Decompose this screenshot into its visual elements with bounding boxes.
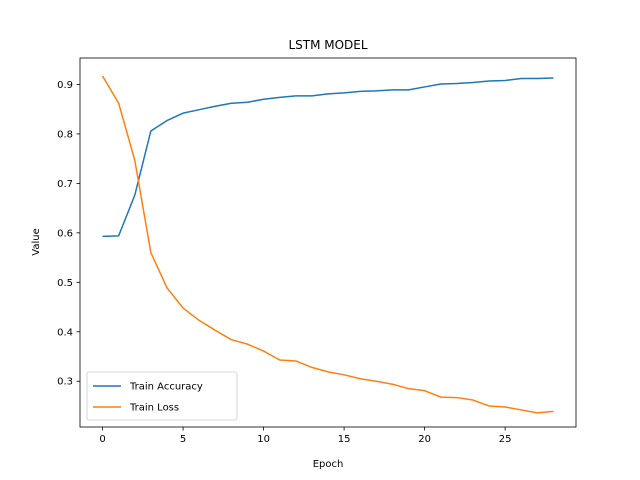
y-tick-label: 0.9: [57, 80, 73, 91]
x-tick-label: 0: [99, 434, 105, 445]
x-tick-label: 25: [499, 434, 512, 445]
y-tick-label: 0.7: [57, 179, 73, 190]
x-tick-label: 15: [338, 434, 351, 445]
chart-title: LSTM MODEL: [288, 38, 367, 52]
x-tick-label: 10: [257, 434, 270, 445]
legend: Train Accuracy Train Loss: [86, 371, 238, 421]
y-tick-label: 0.4: [57, 327, 73, 338]
x-tick-label: 20: [418, 434, 431, 445]
x-axis-label: Epoch: [313, 459, 344, 470]
y-axis-label: Value: [31, 228, 42, 255]
y-tick-label: 0.8: [57, 129, 73, 140]
y-tick-label: 0.6: [57, 228, 73, 239]
series-line-train-loss: [101, 75, 554, 414]
x-tick-label: 5: [180, 434, 186, 445]
series-lines: [101, 75, 554, 414]
y-axis-ticks: 0.3 0.4 0.5 0.6 0.7 0.8 0.9: [57, 80, 80, 388]
plot-frame: [79, 57, 577, 428]
series-line-train-accuracy: [102, 77, 554, 238]
legend-box: [86, 371, 238, 421]
legend-label-train-loss: Train Loss: [129, 403, 179, 414]
y-tick-label: 0.5: [57, 278, 73, 289]
x-axis-ticks: 0 5 10 15 20 25: [99, 427, 512, 445]
legend-label-train-accuracy: Train Accuracy: [129, 382, 203, 393]
y-tick-label: 0.3: [57, 377, 73, 388]
plot-area: [79, 57, 577, 428]
